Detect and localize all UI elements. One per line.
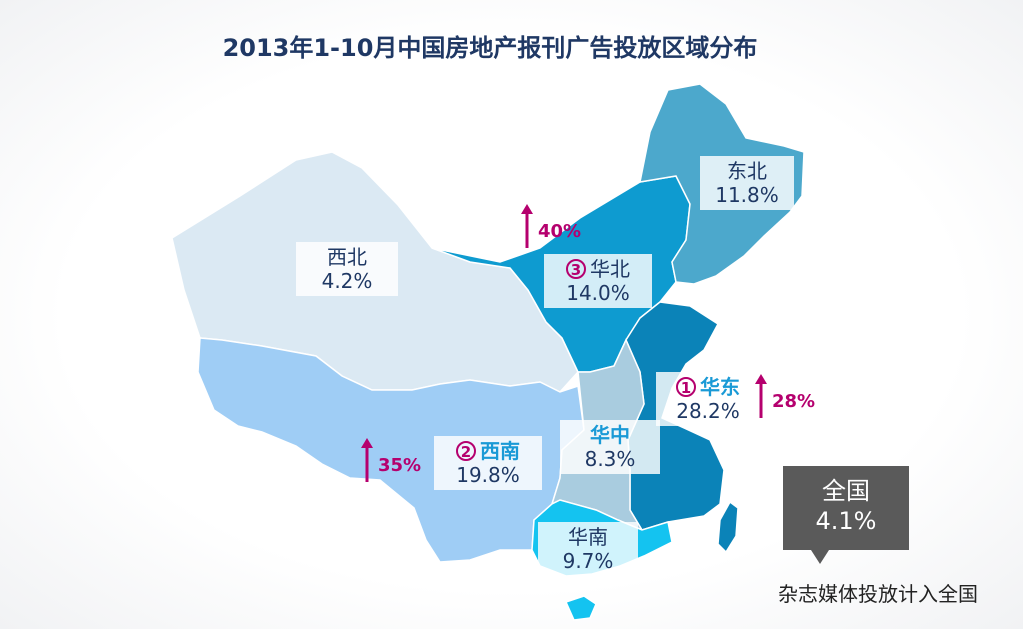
region-label-southwest: 2 西南 19.8% [434,436,542,490]
growth-indicator-southwest: 35% [360,434,430,482]
arrow-up-icon [521,204,533,248]
region-hainan [564,595,597,621]
national-note: 杂志媒体投放计入全国 [778,582,978,606]
national-label: 全国 [822,477,870,505]
region-label-northeast: 东北 11.8% [700,156,794,210]
growth-indicator-east: 28% [754,370,824,418]
rank-badge: 3 [566,259,586,279]
map-title: 2013年1-10月中国房地产报刊广告投放区域分布 [222,34,758,62]
growth-indicator-north: 40% [520,200,590,248]
region-taiwan [717,500,739,554]
rank-badge: 1 [676,377,696,397]
arrow-up-icon [755,374,767,418]
region-label-north: 3 华北 14.0% [544,254,652,308]
region-label-east: 1 华东 28.2% [656,372,760,426]
rank-badge: 2 [456,441,476,461]
national-callout: 全国 4.1% [783,466,909,564]
region-label-south: 华南 9.7% [538,522,638,576]
region-label-northwest: 西北 4.2% [296,242,398,296]
region-label-central: 华中 8.3% [560,420,660,474]
arrow-up-icon [361,438,373,482]
national-share: 4.1% [815,507,877,535]
